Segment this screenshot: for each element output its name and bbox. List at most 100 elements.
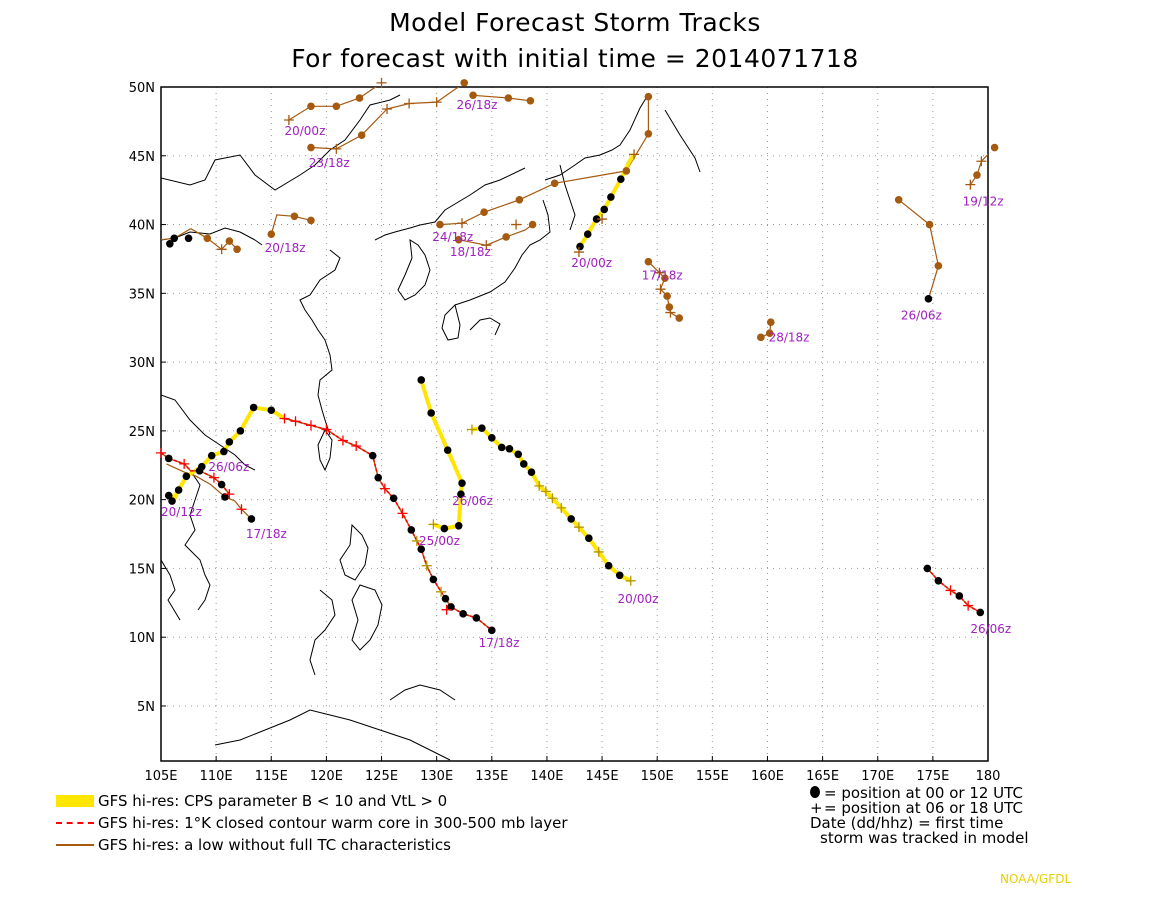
track-start-label: 17/18z — [642, 269, 683, 283]
dot-marker — [488, 433, 496, 442]
plus-marker — [216, 244, 227, 255]
track-start-label: 26/06z — [452, 494, 493, 508]
map-title: Model Forecast Storm Tracks — [389, 8, 761, 37]
dot-marker — [567, 515, 575, 523]
legend-swatch-red — [56, 822, 94, 824]
dot-marker — [168, 497, 176, 505]
dot-marker — [600, 205, 609, 214]
legend-red-text: GFS hi-res: 1°K closed contour warm core… — [98, 814, 568, 832]
lon-tick-label: 165E — [806, 769, 839, 784]
plus-marker — [441, 604, 452, 615]
plus-marker — [321, 424, 332, 435]
legend-row-brown: GFS hi-res: a low without full TC charac… — [56, 834, 568, 856]
dot-marker — [332, 102, 341, 111]
dot-marker — [990, 143, 999, 152]
dot-marker — [407, 526, 416, 534]
plus-marker — [290, 416, 301, 427]
plus-marker-icon: + — [810, 799, 823, 817]
plus-marker — [305, 420, 316, 431]
dot-marker — [765, 329, 774, 338]
dot-marker — [924, 295, 933, 303]
lon-tick-label: 120E — [310, 769, 343, 784]
dot-marker — [355, 94, 364, 102]
lon-tick-label: 105E — [144, 769, 177, 784]
dot-marker — [550, 179, 559, 188]
plus-marker — [379, 483, 390, 494]
coastlines — [161, 94, 701, 761]
dot-marker — [497, 443, 506, 452]
dot-marker — [307, 143, 315, 152]
lat-tick-label: 45N — [129, 150, 155, 165]
dot-marker — [576, 242, 584, 251]
dot-marker — [617, 175, 625, 183]
lon-tick-label: 115E — [255, 769, 288, 784]
dot-marker-icon — [810, 786, 820, 798]
dot-marker — [417, 376, 426, 384]
dot-marker — [267, 230, 276, 238]
dot-marker — [527, 468, 536, 476]
dot-marker — [469, 91, 477, 100]
dot-marker — [436, 220, 444, 229]
dot-marker — [934, 262, 943, 270]
track-line-red — [926, 567, 981, 614]
dot-marker — [184, 234, 193, 243]
dot-marker — [454, 235, 463, 244]
track-start-label: 25/00z — [419, 534, 460, 548]
lon-tick-label: 145E — [586, 769, 619, 784]
plus-marker — [593, 546, 604, 557]
track-start-label: 23/18z — [309, 156, 350, 170]
plus-marker — [573, 247, 584, 258]
dot-marker — [427, 409, 435, 417]
dot-marker — [622, 167, 631, 175]
lon-tick-label: 155E — [696, 769, 729, 784]
dot-marker — [644, 92, 653, 101]
track-start-label: 20/00z — [571, 256, 612, 270]
plus-marker — [481, 240, 492, 251]
track-start-label: 26/18z — [457, 98, 498, 112]
track-start-label: 20/00z — [284, 124, 325, 138]
dot-marker — [182, 472, 191, 481]
dot-marker — [457, 490, 465, 498]
dot-marker — [447, 603, 455, 611]
track-line-brown — [898, 199, 940, 299]
plus-marker — [331, 143, 342, 154]
dot-marker — [220, 447, 228, 456]
dot-marker — [247, 515, 256, 523]
track-markers — [156, 77, 999, 635]
legend-swatch-brown — [56, 844, 94, 846]
track-line-yellow — [471, 426, 632, 583]
plus-marker — [573, 522, 584, 533]
lat-tick-label: 35N — [129, 287, 155, 302]
plus-marker — [665, 307, 676, 318]
dot-marker — [973, 171, 981, 179]
dot-marker — [665, 303, 674, 311]
plus-marker — [436, 586, 447, 597]
plus-marker — [625, 575, 636, 586]
plus-marker — [208, 472, 219, 483]
lon-tick-label: 110E — [200, 769, 233, 784]
dot-marker — [583, 230, 592, 238]
lat-tick-label: 40N — [129, 219, 155, 234]
dot-marker — [528, 220, 537, 229]
dot-marker — [458, 479, 466, 487]
track-line-brown — [969, 153, 988, 186]
track-start-label: 28/18z — [769, 330, 810, 344]
dot-marker — [459, 610, 467, 618]
plus-marker — [431, 97, 442, 108]
track-start-label: 17/18z — [479, 636, 520, 650]
dot-marker — [515, 195, 524, 204]
plus-marker — [156, 447, 166, 458]
plus-marker — [236, 504, 247, 515]
track-start-label: 24/18z — [432, 230, 473, 244]
map-gridlines — [161, 87, 988, 761]
dot-marker — [170, 234, 179, 243]
plus-marker — [337, 435, 348, 446]
dot-marker — [174, 486, 183, 494]
legend-dot-row: = position at 00 or 12 UTC — [810, 786, 1029, 801]
track-line-brown — [270, 214, 312, 235]
dot-marker — [357, 131, 366, 139]
lat-tick-label: 5N — [137, 700, 155, 715]
lat-tick-label: 25N — [129, 425, 155, 440]
track-start-label: 26/06z — [970, 622, 1011, 636]
